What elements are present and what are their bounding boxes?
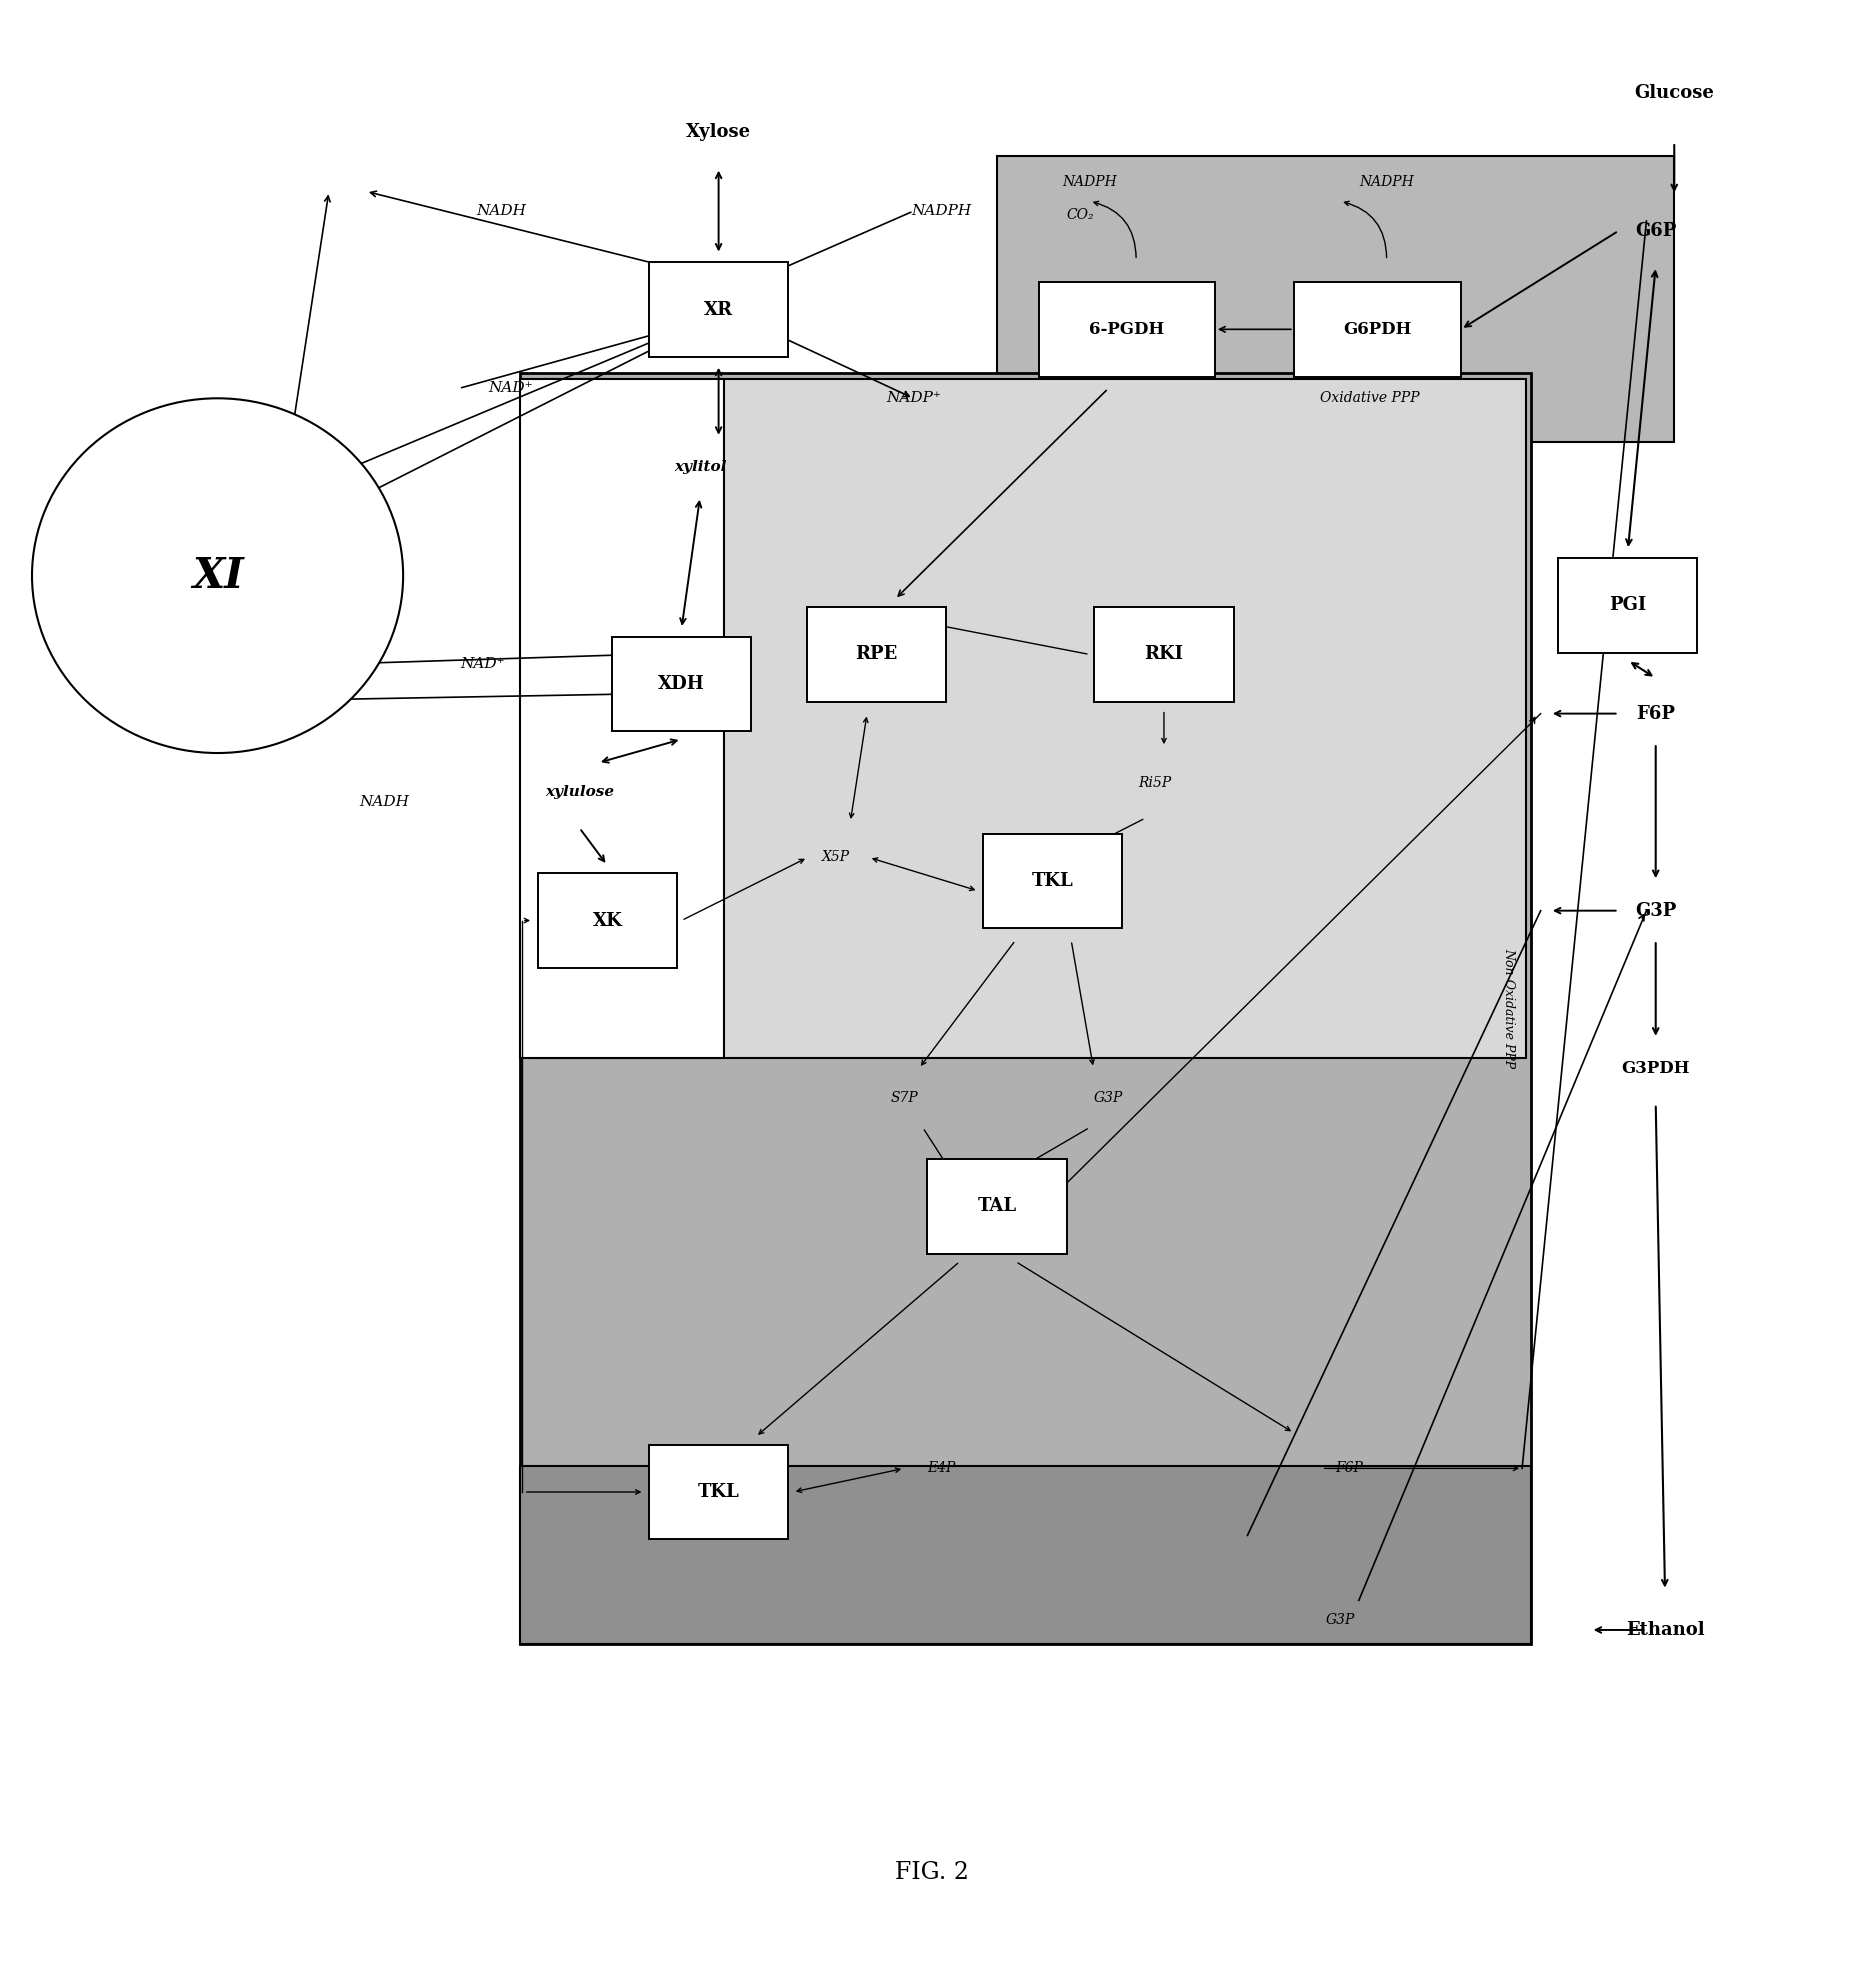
Text: TKL: TKL <box>697 1482 740 1500</box>
Text: xylitol: xylitol <box>675 461 727 475</box>
FancyBboxPatch shape <box>928 1160 1066 1253</box>
FancyBboxPatch shape <box>997 156 1674 441</box>
Text: NAD⁺: NAD⁺ <box>460 657 505 671</box>
Text: NAD⁺: NAD⁺ <box>488 382 533 396</box>
Text: TAL: TAL <box>977 1197 1016 1215</box>
Text: Ethanol: Ethanol <box>1625 1621 1704 1639</box>
Text: NADH: NADH <box>477 204 526 218</box>
Text: 6-PGDH: 6-PGDH <box>1089 321 1165 338</box>
Text: X5P: X5P <box>822 851 850 865</box>
Text: F6P: F6P <box>1336 1461 1363 1476</box>
FancyBboxPatch shape <box>520 378 725 1059</box>
FancyBboxPatch shape <box>1094 608 1234 703</box>
Text: F6P: F6P <box>1637 705 1676 722</box>
Text: G6P: G6P <box>1635 222 1676 239</box>
Text: NADPH: NADPH <box>1062 174 1117 188</box>
Text: NADP⁺: NADP⁺ <box>885 392 941 406</box>
Text: G3P: G3P <box>1325 1613 1355 1627</box>
Text: XI: XI <box>192 554 244 596</box>
FancyBboxPatch shape <box>1294 283 1461 376</box>
FancyBboxPatch shape <box>649 1445 788 1540</box>
Text: XK: XK <box>593 912 623 930</box>
Text: PGI: PGI <box>1609 596 1646 613</box>
FancyBboxPatch shape <box>807 608 945 703</box>
Text: NADH: NADH <box>360 796 410 809</box>
Text: Oxidative PPP: Oxidative PPP <box>1320 392 1419 406</box>
FancyBboxPatch shape <box>520 1466 1532 1645</box>
Text: G3PDH: G3PDH <box>1622 1061 1691 1077</box>
Text: RKI: RKI <box>1144 645 1184 663</box>
FancyBboxPatch shape <box>533 378 1527 1059</box>
Text: CO₂: CO₂ <box>1066 208 1094 222</box>
Text: G3P: G3P <box>1094 1090 1122 1104</box>
Text: Ru5P: Ru5P <box>829 608 867 621</box>
Text: XDH: XDH <box>658 675 705 693</box>
Text: NADPH: NADPH <box>1359 174 1415 188</box>
Text: S7P: S7P <box>891 1090 919 1104</box>
FancyBboxPatch shape <box>1558 558 1698 653</box>
Text: Glucose: Glucose <box>1635 83 1715 101</box>
Text: XR: XR <box>705 301 733 319</box>
Text: E4P: E4P <box>926 1461 956 1476</box>
Text: RPE: RPE <box>856 645 897 663</box>
FancyBboxPatch shape <box>982 833 1122 928</box>
FancyBboxPatch shape <box>537 873 677 968</box>
FancyBboxPatch shape <box>520 372 1532 1645</box>
Text: Ri5P: Ri5P <box>1139 776 1171 790</box>
Text: FIG. 2: FIG. 2 <box>895 1860 969 1884</box>
Text: Xylose: Xylose <box>686 123 751 141</box>
Text: TKL: TKL <box>1033 873 1074 891</box>
Ellipse shape <box>32 398 403 754</box>
FancyBboxPatch shape <box>649 263 788 356</box>
Text: G6PDH: G6PDH <box>1344 321 1411 338</box>
Text: NADPH: NADPH <box>911 204 971 218</box>
Text: G3P: G3P <box>1635 902 1676 920</box>
Text: Non-Oxidative PPP: Non-Oxidative PPP <box>1502 948 1515 1069</box>
FancyBboxPatch shape <box>611 637 751 732</box>
FancyBboxPatch shape <box>1038 283 1215 376</box>
Text: xylulose: xylulose <box>544 786 613 800</box>
